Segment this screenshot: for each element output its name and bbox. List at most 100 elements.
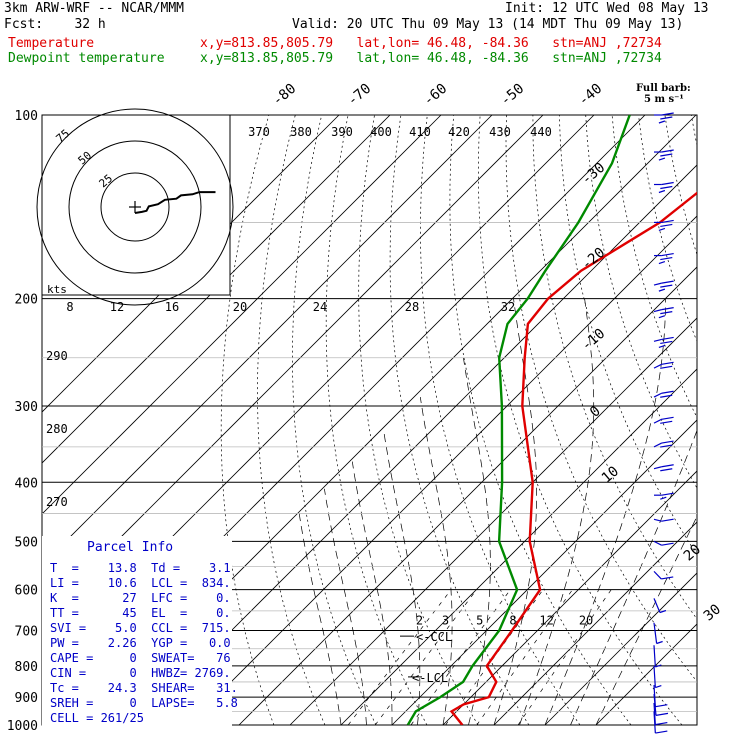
wind-barb: [653, 363, 662, 369]
wind-barb-feather: [660, 496, 667, 500]
isotherm-line: [391, 419, 697, 725]
parcel-row: K = 27 LFC = 0.: [50, 591, 231, 605]
wind-barbs: [653, 112, 674, 734]
wind-barb-feather: [658, 261, 666, 265]
dry-adiabat: [449, 115, 632, 725]
wind-barb-feather: [658, 315, 666, 319]
wind-barb-feather: [660, 394, 673, 398]
wind-barb: [653, 282, 662, 286]
theta-label: 430: [489, 125, 511, 139]
mixing-ratio-line: [347, 589, 452, 725]
lcl-label: <-LCL: [412, 671, 448, 685]
isotherms: [42, 115, 697, 725]
moist-adiabat: [383, 431, 421, 725]
dry-adiabat: [638, 115, 697, 343]
isotherm-label: -80: [270, 81, 300, 110]
hodograph-ring: [36, 108, 234, 306]
theta-label: 290: [46, 349, 68, 363]
moist-adiabat: [463, 357, 491, 725]
parcel-row: Tc = 24.3 SHEAR= 31.: [50, 681, 238, 695]
wind-barb-feather: [661, 576, 674, 580]
hodograph-ring: [68, 140, 202, 274]
wind-barb-feather: [658, 120, 666, 124]
mixing-ratio-label: 5: [476, 614, 483, 628]
dewpoint-trace: [406, 115, 631, 725]
hodograph-speed-label: 28: [405, 300, 419, 314]
isotherm-line: [289, 317, 697, 725]
init-time: Init: 12 UTC Wed 08 May 13: [505, 1, 709, 16]
isotherm-label: -70: [345, 81, 375, 110]
parcel-info-panel: Parcel Info T = 13.8 Td = 3.1 LI = 10.6 …: [42, 536, 238, 726]
wind-barb-feather: [655, 704, 668, 708]
isotherm-line: [42, 115, 493, 566]
theta-label: 270: [46, 495, 68, 509]
forecast-hour: Fcst: 32 h: [4, 17, 106, 32]
wind-barb: [653, 711, 656, 734]
temperature-trace: [449, 191, 697, 725]
wind-barb-feather: [661, 181, 674, 186]
wind-barb-feather: [660, 153, 673, 157]
moist-adiabat: [324, 488, 367, 725]
pressure-label: 300: [15, 400, 38, 415]
dry-adiabat: [505, 115, 697, 683]
mixing-ratio-label: 20: [579, 614, 593, 628]
dewpoint-legend: Dewpoint temperature: [8, 51, 165, 66]
hodograph-speed-label: 24: [313, 300, 327, 314]
wind-barb-feather: [658, 344, 666, 349]
wind-barb-feather: [661, 542, 674, 546]
wind-barb-feather: [655, 684, 662, 689]
parcel-row: PW = 2.26 YGP = 0.0: [50, 636, 231, 650]
wind-barb: [653, 540, 662, 546]
dry-adiabat: [718, 115, 740, 725]
parcel-row: CELL = 261/25: [50, 711, 144, 725]
wind-barb: [653, 309, 662, 313]
wind-barb: [653, 518, 662, 522]
wind-barb-feather: [660, 185, 673, 190]
wind-barb: [653, 392, 662, 398]
pressure-label: 800: [15, 660, 38, 675]
moist-adiabat: [493, 298, 537, 725]
wind-barb-feather: [660, 223, 673, 228]
dry-adiabat: [611, 115, 697, 419]
wind-key-unit: 5 m s⁻¹: [644, 94, 684, 105]
ccl-label: <-CCL: [416, 630, 452, 644]
parcel-row: SREH = 0 LAPSE= 5.8: [50, 696, 238, 710]
theta-label: 280: [46, 422, 68, 436]
parcel-row: LI = 10.6 LCL = 834.: [50, 576, 231, 590]
pressure-label: 500: [15, 535, 38, 550]
pressure-label: 100: [15, 109, 38, 124]
moist-adiabat: [351, 461, 393, 725]
wind-barb-feather: [659, 609, 667, 614]
isotherm-label: 30: [701, 601, 724, 624]
wind-barb-feather: [655, 730, 668, 734]
wind-barb: [653, 338, 662, 342]
wind-barb-feather: [656, 640, 663, 645]
dry-adiabat: [292, 115, 377, 725]
wind-barb-feather: [658, 189, 666, 194]
parcel-row: CAPE = 0 SWEAT= 76: [50, 651, 231, 665]
wind-barb-feather: [660, 116, 673, 120]
wind-barb-feather: [661, 492, 674, 496]
isotherm-line: [238, 266, 697, 725]
theta-label: 390: [331, 125, 353, 139]
wind-barb-feather: [658, 157, 666, 161]
hodograph-trace: [134, 191, 216, 214]
parcel-row: SVI = 5.0 CCL = 715.: [50, 621, 231, 635]
wind-barb-feather: [661, 390, 674, 394]
dry-adiabat: [690, 115, 697, 147]
wind-barb-feather: [661, 307, 674, 311]
wind-key-title: Full barb:: [636, 83, 691, 94]
isotherm-label: -50: [498, 81, 528, 110]
wind-barb: [653, 598, 661, 613]
isotherm-line: [187, 215, 697, 725]
wind-barb-feather: [661, 440, 674, 444]
theta-label: 410: [409, 125, 431, 139]
parcel-row: CIN = 0 HWBZ= 2769.: [50, 666, 231, 680]
wind-barb-feather: [658, 288, 666, 292]
isotherm-line: [42, 115, 340, 413]
dry-adiabat: [585, 115, 697, 489]
isotherm-line: [42, 115, 544, 617]
isotherm-line: [42, 115, 391, 464]
